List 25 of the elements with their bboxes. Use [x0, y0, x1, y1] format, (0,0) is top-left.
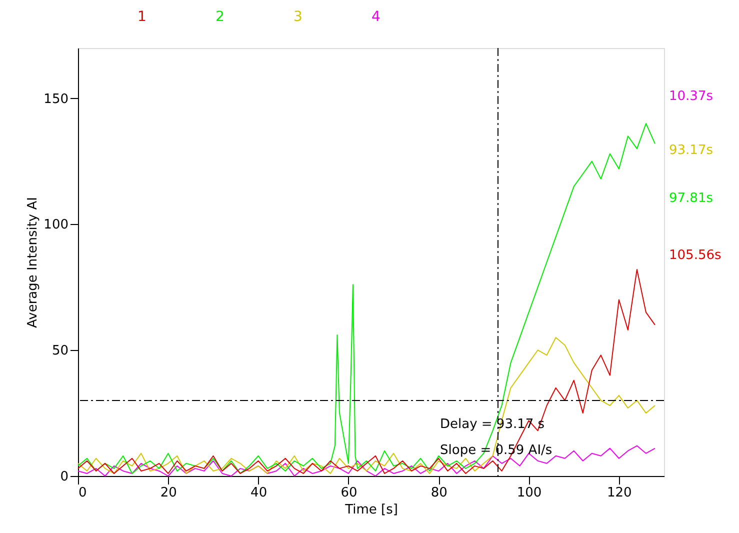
line-series	[78, 337, 656, 474]
line-series	[78, 269, 656, 474]
text: 4	[372, 9, 381, 25]
x-tick-label: 0	[78, 486, 87, 500]
text: 97.81s	[669, 191, 714, 206]
y-tick-label: 100	[44, 218, 68, 233]
x-tick-label: 60	[340, 486, 358, 500]
text: 105.56s	[669, 248, 722, 263]
y-axis-title: Average Intensity AI	[26, 197, 41, 328]
text: 2	[216, 9, 224, 25]
text: 93.17s	[669, 143, 714, 158]
x-tick-label: 40	[250, 486, 268, 500]
x-tick-label: 20	[160, 486, 177, 500]
line-series	[78, 445, 656, 476]
x-tick-label: 80	[430, 486, 448, 500]
x-tick-label: 120	[607, 486, 632, 500]
x-tick-label: 100	[516, 486, 542, 500]
text: 10.37s	[669, 89, 714, 104]
text: 3	[294, 9, 302, 25]
y-tick-label: 50	[52, 344, 68, 359]
y-tick-label: 150	[44, 92, 68, 107]
x-axis-title: Time [s]	[344, 502, 398, 518]
y-tick-label: 0	[60, 470, 68, 484]
line-series	[78, 123, 656, 474]
text: 1	[138, 9, 146, 25]
